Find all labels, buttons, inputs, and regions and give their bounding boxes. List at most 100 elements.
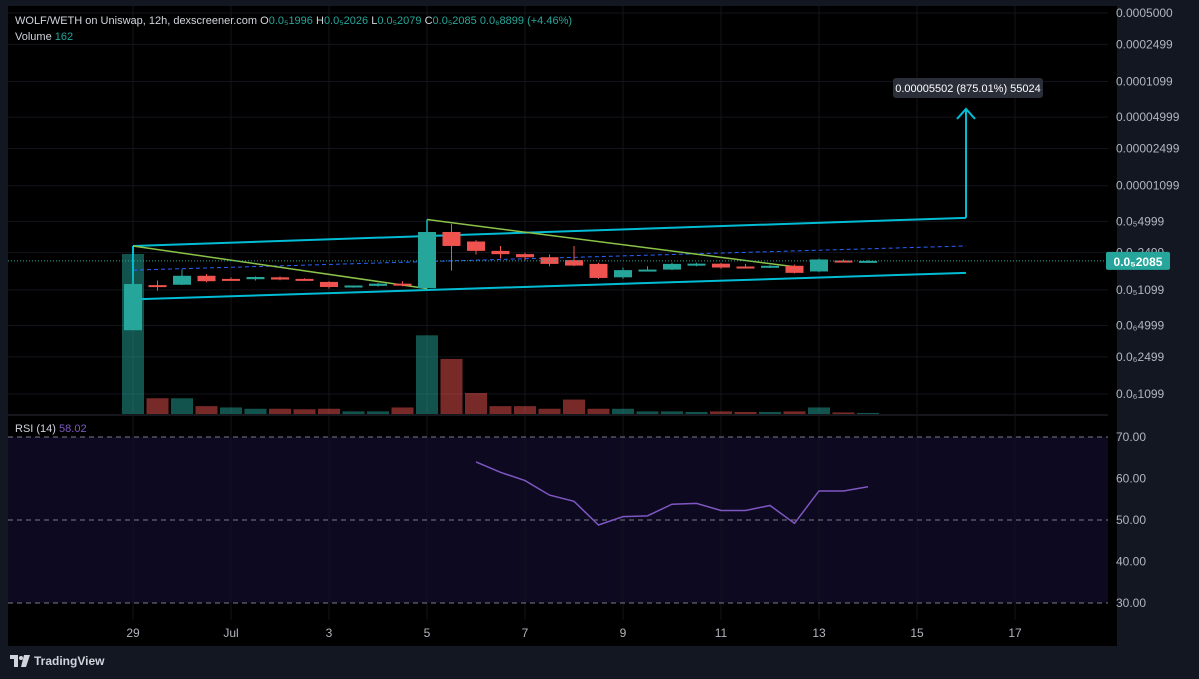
overlays: 0.0₅2085 0.00005502 (875.01%) 55024 [893,78,1170,270]
change-value: 0.0₆8899 (+4.46%) [479,15,573,27]
rsi-tick-label: 40.00 [1116,555,1146,569]
volume-bars [122,254,879,414]
rsi-tick-label: 50.00 [1116,513,1146,527]
high-value: 0.0₅2026 [323,15,369,27]
price-tick-label: 0.00004999 [1116,110,1180,124]
time-tick-label: Jul [223,626,238,640]
volume-bar [685,411,708,414]
rsi-legend: RSI (14) 58.02 [15,423,87,435]
pair-label: WOLF/WETH on Uniswap, 12h, dexscreener.c… [15,15,258,27]
current-price-tag [1106,251,1170,270]
candle-body [736,266,755,269]
volume-bar [710,411,732,414]
candle-body [124,284,142,331]
candle-body [834,260,853,263]
volume-bar [783,411,806,414]
close-value: 0.0₅2085 [432,15,477,27]
price-tick-label: 0.00001099 [1116,179,1180,193]
tradingview-logo[interactable]: TradingView [10,654,104,668]
volume-bar [416,335,438,414]
volume-bar [391,407,414,414]
time-tick-label: 3 [326,626,333,640]
projection-arrow-head [956,107,976,120]
volume-value: 162 [54,31,74,43]
current-price-tag-label: 0.0₅2085 [1114,255,1163,269]
axes: 0.00050000.00024990.00010990.000049990.0… [126,6,1179,640]
candle-body [320,281,338,288]
time-tick-label: 29 [126,626,140,640]
price-tick-label: 0.00002499 [1116,142,1180,156]
volume-bar [514,406,536,414]
volume-bar [661,411,683,414]
high-label: H [315,15,324,27]
candle-body [712,263,730,268]
volume-bar [759,411,781,414]
candle-body [418,231,436,289]
candle-body [540,257,559,264]
volume-label: Volume [15,31,52,43]
candle-body [173,275,191,285]
candle-body [859,260,877,263]
volume-bar [440,358,463,414]
volume-bar [171,398,193,414]
candle-body [197,275,216,282]
volume-bar [318,408,340,414]
volume-bar [465,393,487,414]
rsi-tick-label: 60.00 [1116,472,1146,486]
volume-bar [146,398,169,414]
volume-bar [832,412,855,414]
rsi-label: RSI (14) [15,423,56,435]
candle-body [565,260,583,266]
candle-body [246,276,265,280]
volume-bar [269,408,291,414]
low-value: 0.0₅2079 [377,15,422,27]
rsi-tick-label: 70.00 [1116,430,1146,444]
measure-label: 0.00005502 (875.01%) 55024 [895,83,1041,95]
candle-body [369,283,387,286]
price-tick-label: 0.0₆2499 [1116,350,1165,364]
low-label: L [371,15,378,27]
volume-bar [342,411,365,414]
price-tick-label: 0.0005000 [1116,6,1173,20]
open-value: 0.0₅1996 [268,15,313,27]
candle-body [638,269,657,272]
measure-label-box [893,78,1043,98]
rsi-pane [8,436,1108,604]
volume-legend: Volume 162 [15,31,73,43]
volume-bar [612,408,634,414]
candles [8,219,1108,331]
candle-body [761,265,779,268]
volume-bar [220,407,242,414]
rsi-line [475,461,869,526]
candle-body [271,277,289,280]
volume-bar [293,409,316,414]
volume-bar [244,408,267,414]
volume-bar [563,399,585,414]
candle-body [663,263,681,270]
tradingview-icon [10,655,30,667]
rsi-tick-label: 30.00 [1116,596,1146,610]
candle-body [148,285,167,288]
candle-body [295,278,314,281]
volume-bar [538,408,561,414]
price-tick-label: 0.0₅1099 [1116,283,1165,297]
brand-label: TradingView [34,654,105,668]
channel-upper-line [132,216,967,247]
price-tick-label: 0.0₆4999 [1116,318,1165,332]
candle-body [516,254,534,258]
time-tick-label: 9 [620,626,627,640]
volume-bar [734,411,757,414]
candle-body [467,241,485,251]
volume-bar [489,406,512,414]
symbol-legend: WOLF/WETH on Uniswap, 12h, dexscreener.c… [15,15,572,27]
drawings [132,107,976,301]
candle-body [687,263,706,266]
open-label: O [260,15,269,27]
candle-body [810,259,828,272]
candle-body [589,263,608,278]
candle-body [491,250,510,255]
volume-bar [587,408,610,414]
volume-bar [857,412,879,414]
candle-body [785,265,804,273]
